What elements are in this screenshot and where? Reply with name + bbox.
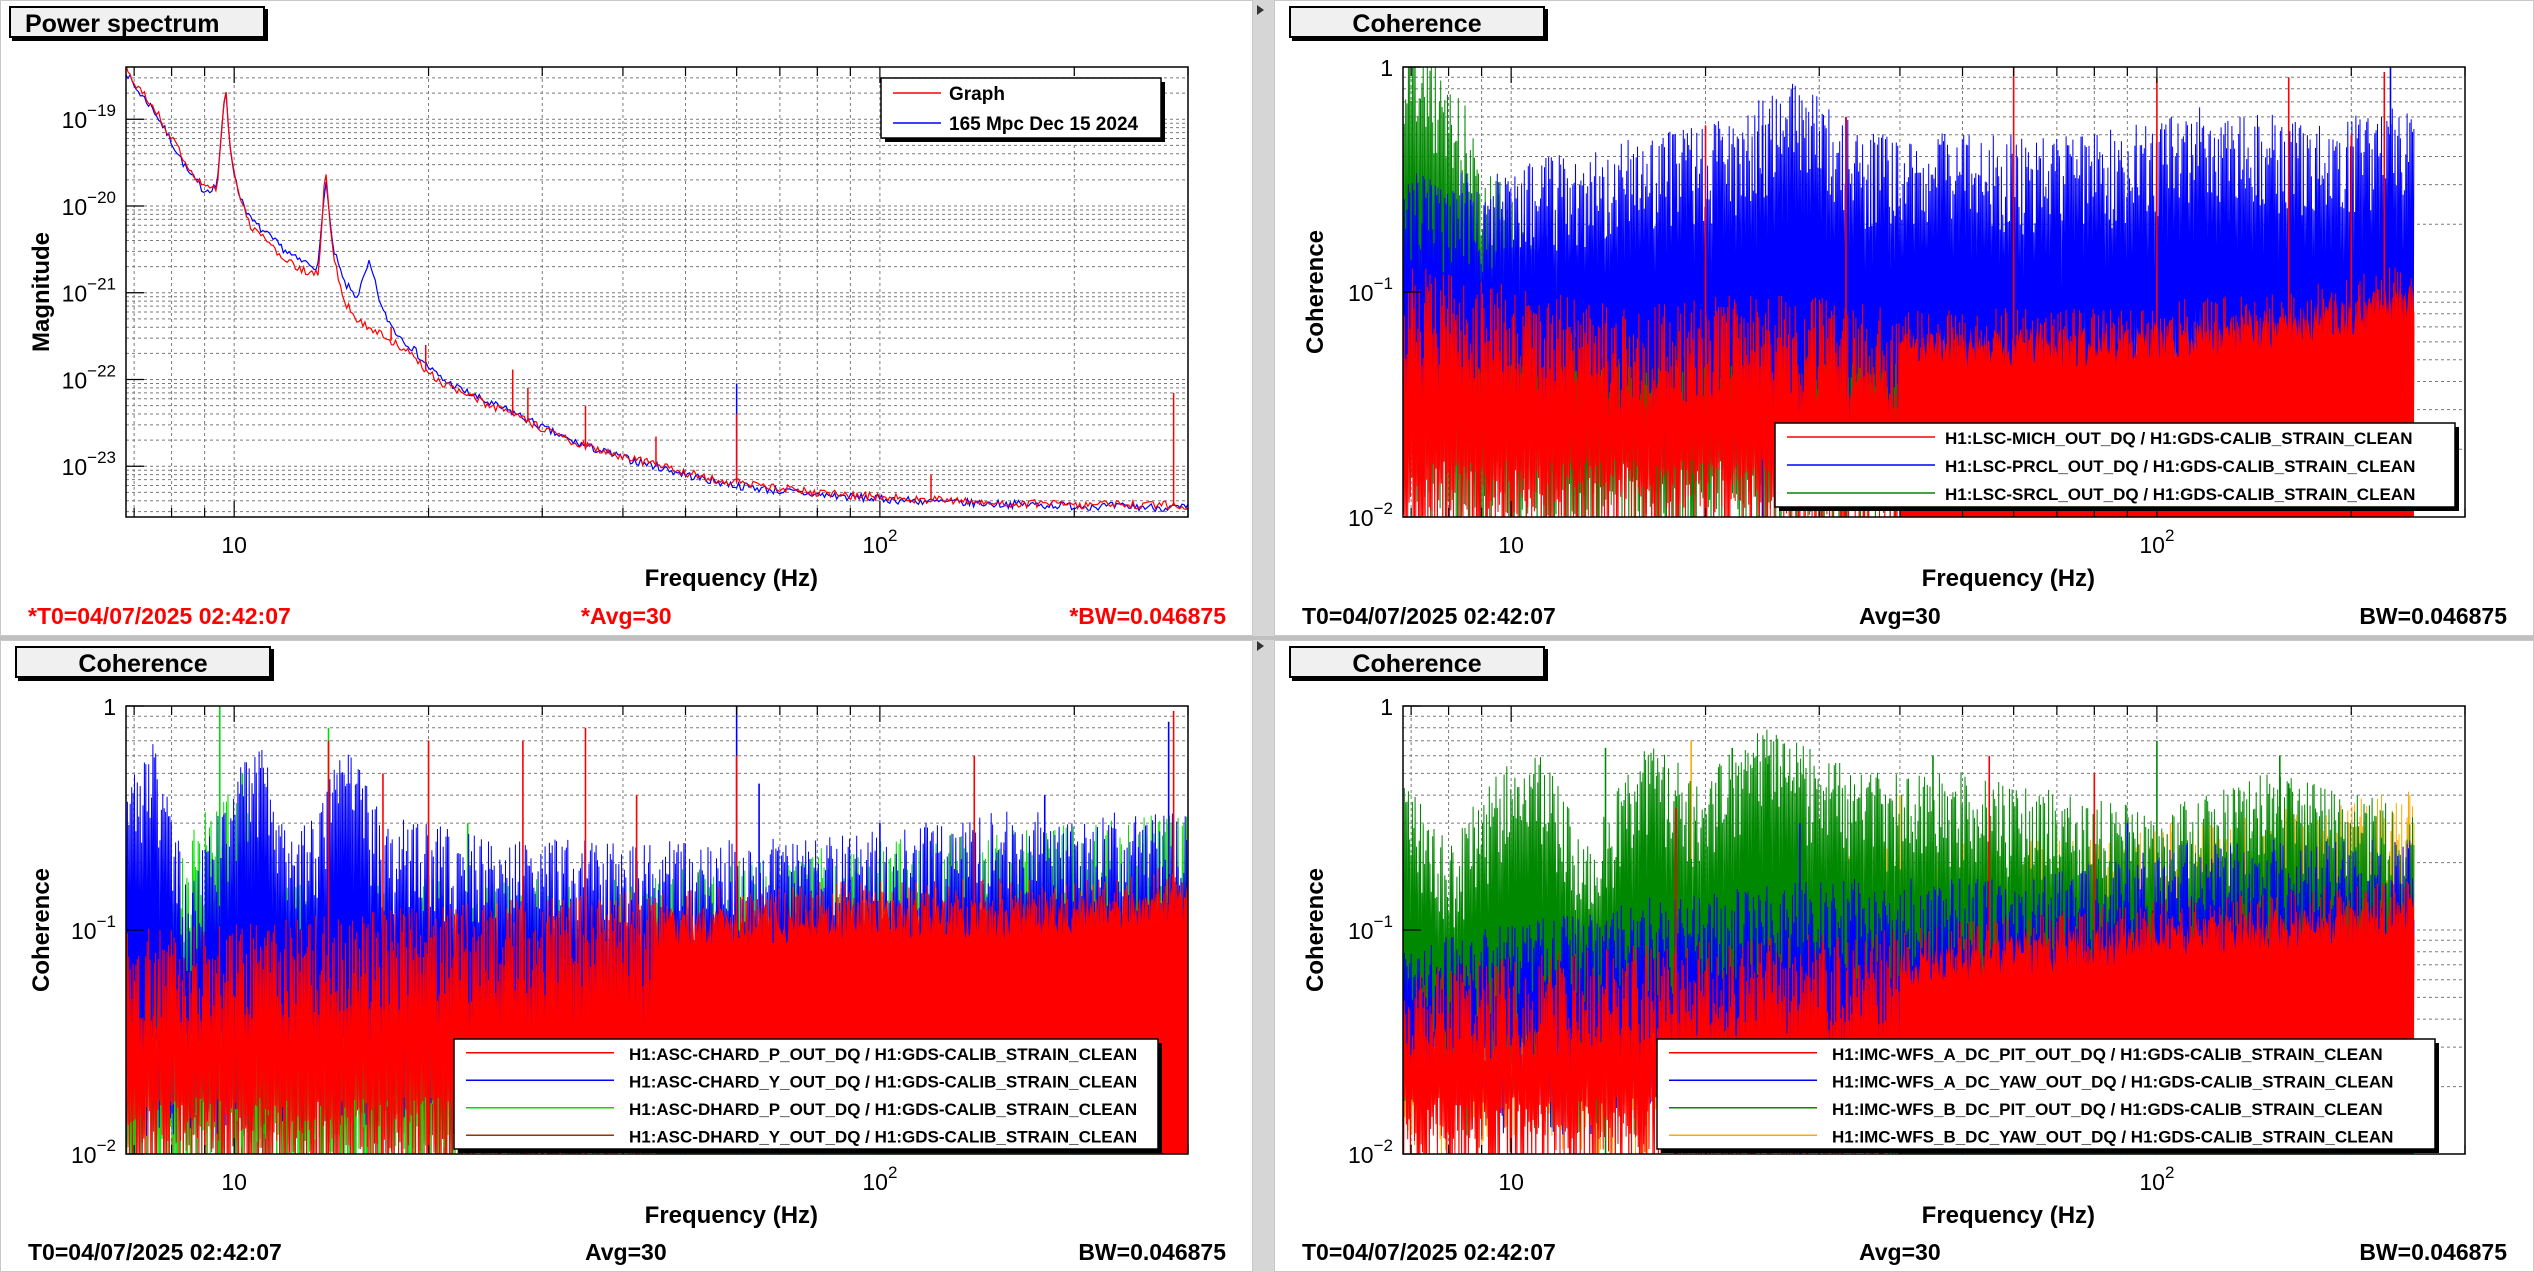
bw-label: BW=0.046875 [2359, 603, 2507, 629]
plot-area [126, 67, 1188, 513]
coherence-imc-chart[interactable]: 10 102 1 10−1 10−2 Frequency (Hz) Coherence H1:… [1275, 641, 2534, 1272]
legend-box [453, 1038, 1159, 1150]
legend-label: H1:IMC-WFS_A_DC_PIT_OUT_DQ / H1:GDS-CALI… [1832, 1045, 2383, 1064]
x-tick-label: 10 [221, 532, 247, 558]
coherence-trace-H1:ASC-CHARD_P_OUT_DQ / H1:GDS-CALIB_STRAIN_CLEAN [126, 868, 1188, 1154]
panel-title[interactable]: Coherence [1289, 646, 1545, 678]
panel-title[interactable]: Coherence [15, 646, 271, 678]
y-tick-label: 10−2 [1348, 1136, 1393, 1168]
legend: H1:ASC-CHARD_P_OUT_DQ / H1:GDS-CALIB_STR… [453, 1038, 1162, 1153]
y-tick-label: 10−1 [1348, 912, 1393, 944]
y-tick-label: 10−19 [62, 101, 116, 133]
coherence-lsc-chart[interactable]: 10 102 1 10−1 10−2 Frequency (Hz) Coherence H1:… [1275, 1, 2534, 636]
y-axis-label: Coherence [1302, 868, 1329, 992]
splitter-arrow-icon[interactable] [1257, 5, 1264, 15]
legend-label: H1:ASC-CHARD_P_OUT_DQ / H1:GDS-CALIB_STR… [629, 1045, 1137, 1064]
x-tick-label: 10 [1498, 532, 1524, 558]
coherence-asc-chart[interactable]: 10 102 1 10−1 10−2 Frequency (Hz) Coherence H1:… [1, 641, 1253, 1272]
splitter-arrow-icon[interactable] [1257, 641, 1264, 651]
legend-label: 165 Mpc Dec 15 2024 [949, 114, 1139, 135]
legend-label: Graph [949, 84, 1005, 105]
x-axis-label: Frequency (Hz) [1922, 565, 2095, 592]
coherence-trace-H1:IMC-WFS_A_DC_PIT_OUT_DQ / H1:GDS-CALIB_STRAIN_CLEAN [1403, 881, 2415, 1154]
avg-label: Avg=30 [1859, 603, 1941, 629]
series-line-Graph [126, 67, 1188, 511]
x-tick-label: 102 [862, 1163, 897, 1195]
legend-box [880, 77, 1162, 139]
legend: H1:IMC-WFS_A_DC_PIT_OUT_DQ / H1:GDS-CALI… [1656, 1038, 2439, 1153]
y-tick-label: 10−2 [1348, 499, 1393, 531]
t0-label: T0=04/07/2025 02:42:07 [1302, 1239, 1556, 1265]
horizontal-splitter[interactable] [0, 636, 2534, 640]
legend-label: H1:IMC-WFS_B_DC_PIT_OUT_DQ / H1:GDS-CALI… [1832, 1100, 2383, 1119]
coherence-asc-panel: Coherence 10 102 1 10−1 10−2 Frequency (Hz) Co… [0, 640, 1253, 1272]
x-tick-label: 102 [2139, 1163, 2174, 1195]
legend-label: H1:LSC-PRCL_OUT_DQ / H1:GDS-CALIB_STRAIN… [1945, 457, 2415, 476]
t0-label: *T0=04/07/2025 02:42:07 [28, 603, 291, 629]
y-tick-label: 10−21 [62, 275, 116, 307]
y-axis-label: Coherence [1302, 230, 1329, 354]
grid [126, 67, 1188, 517]
y-tick-label: 10−1 [1348, 274, 1393, 306]
y-tick-label: 1 [1380, 55, 1393, 81]
coherence-imc-panel: Coherence 10 102 1 10−1 10−2 Frequency (Hz) Co… [1274, 640, 2534, 1272]
y-tick-label: 10−20 [62, 188, 116, 220]
y-tick-label: 1 [103, 694, 116, 720]
coherence-trace-H1:IMC-WFS_B_DC_PIT_OUT_DQ / H1:GDS-CALIB_STRAIN_CLEAN [1403, 729, 2415, 1136]
bw-label: BW=0.046875 [1078, 1239, 1226, 1265]
legend-label: H1:IMC-WFS_B_DC_YAW_OUT_DQ / H1:GDS-CALI… [1832, 1127, 2393, 1146]
y-axis-label: Coherence [28, 868, 55, 992]
x-tick-label: 102 [2139, 526, 2174, 558]
plot-frame [125, 66, 1189, 518]
power-spectrum-chart[interactable]: 10 102 10−19 10−20 10−21 10−22 10−23 Frequency … [1, 1, 1253, 636]
t0-label: T0=04/07/2025 02:42:07 [1302, 603, 1556, 629]
avg-label: Avg=30 [1859, 1239, 1941, 1265]
x-tick-label: 10 [221, 1169, 247, 1195]
x-tick-label: 10 [1498, 1169, 1524, 1195]
y-tick-label: 10−23 [62, 448, 116, 480]
bw-label: *BW=0.046875 [1069, 603, 1226, 629]
y-axis-label: Magnitude [28, 232, 55, 352]
legend-label: H1:ASC-CHARD_Y_OUT_DQ / H1:GDS-CALIB_STR… [629, 1072, 1137, 1091]
avg-label: *Avg=30 [581, 603, 672, 629]
panel-title[interactable]: Power spectrum [9, 6, 265, 38]
y-tick-label: 10−1 [71, 912, 116, 944]
avg-label: Avg=30 [585, 1239, 667, 1265]
legend-label: H1:IMC-WFS_A_DC_YAW_OUT_DQ / H1:GDS-CALI… [1832, 1072, 2393, 1091]
legend: Graph 165 Mpc Dec 15 2024 [880, 77, 1165, 142]
legend-label: H1:ASC-DHARD_P_OUT_DQ / H1:GDS-CALIB_STR… [629, 1100, 1137, 1119]
x-axis-label: Frequency (Hz) [645, 1202, 818, 1229]
power-spectrum-panel: Power spectrum 10 102 10−19 10−20 10−21 10−22… [0, 0, 1253, 636]
panel-title[interactable]: Coherence [1289, 6, 1545, 38]
y-tick-label: 10−2 [71, 1136, 116, 1168]
legend-box [1656, 1038, 2436, 1150]
legend: H1:LSC-MICH_OUT_DQ / H1:GDS-CALIB_STRAIN… [1774, 422, 2459, 511]
legend-label: H1:ASC-DHARD_Y_OUT_DQ / H1:GDS-CALIB_STR… [629, 1127, 1137, 1146]
y-tick-label: 10−22 [62, 361, 116, 393]
x-tick-label: 102 [862, 526, 897, 558]
series-line-165 Mpc Dec 15 2024 [126, 73, 1188, 513]
coherence-lsc-panel: Coherence 10 102 1 10−1 10−2 Frequency (Hz) Co… [1274, 0, 2534, 636]
x-axis-label: Frequency (Hz) [645, 565, 818, 592]
legend-label: H1:LSC-MICH_OUT_DQ / H1:GDS-CALIB_STRAIN… [1945, 429, 2413, 448]
t0-label: T0=04/07/2025 02:42:07 [28, 1239, 282, 1265]
coherence-trace-H1:LSC-MICH_OUT_DQ / H1:GDS-CALIB_STRAIN_CLEAN [1403, 267, 2415, 517]
x-axis-label: Frequency (Hz) [1922, 1202, 2095, 1229]
coherence-trace-H1:LSC-PRCL_OUT_DQ / H1:GDS-CALIB_STRAIN_CLEAN [1403, 83, 2415, 471]
bw-label: BW=0.046875 [2359, 1239, 2507, 1265]
legend-label: H1:LSC-SRCL_OUT_DQ / H1:GDS-CALIB_STRAIN… [1945, 485, 2415, 504]
tick-marks [126, 67, 1189, 517]
y-tick-label: 1 [1380, 694, 1393, 720]
